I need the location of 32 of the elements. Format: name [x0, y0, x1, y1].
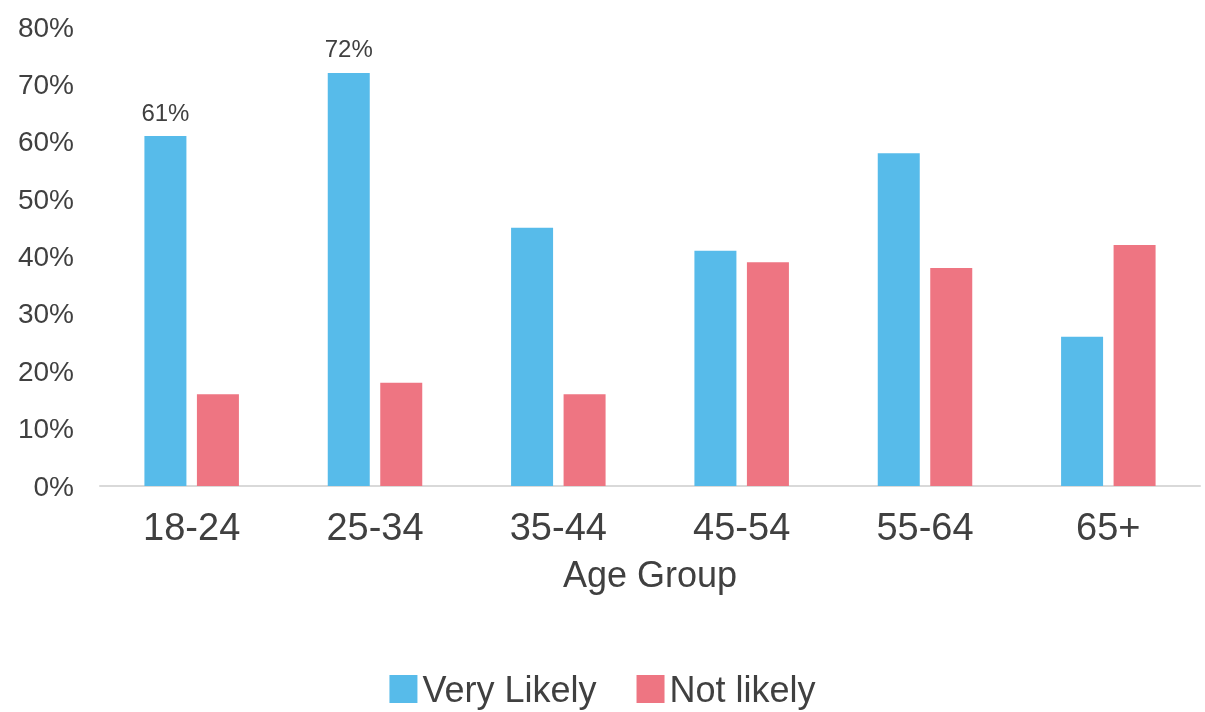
x-tick-label: 65+ [1076, 506, 1141, 548]
bar [196, 394, 239, 486]
y-tick-label: 60% [17, 126, 74, 158]
bar [1113, 245, 1156, 486]
x-tick-label: 25-34 [326, 506, 424, 548]
bar [327, 72, 370, 486]
y-tick-label: 70% [17, 68, 74, 100]
data-label: 61% [141, 98, 190, 126]
bar [877, 153, 920, 486]
x-tick-label: 35-44 [509, 506, 607, 548]
legend-label: Very Likely [422, 668, 597, 710]
x-tick-label: 18-24 [143, 506, 241, 548]
y-tick-label: 30% [17, 298, 74, 330]
bar [380, 382, 423, 486]
bar [1061, 336, 1104, 486]
y-tick-label: 10% [17, 413, 74, 445]
x-axis-title: Age Group [562, 553, 738, 595]
legend-label: Not likely [669, 668, 816, 710]
x-tick-label: 45-54 [693, 506, 791, 548]
bar [144, 136, 187, 486]
bar [563, 394, 606, 486]
x-tick-label: 55-64 [876, 506, 974, 548]
y-tick-label: 0% [33, 470, 74, 502]
bar [694, 250, 737, 486]
bar [930, 267, 973, 486]
y-tick-label: 80% [17, 11, 74, 43]
y-tick-label: 20% [17, 355, 74, 387]
y-tick-label: 50% [17, 183, 74, 215]
y-tick-label: 40% [17, 241, 74, 272]
bar [746, 262, 789, 486]
data-label: 72% [324, 35, 373, 63]
bar [511, 227, 554, 486]
